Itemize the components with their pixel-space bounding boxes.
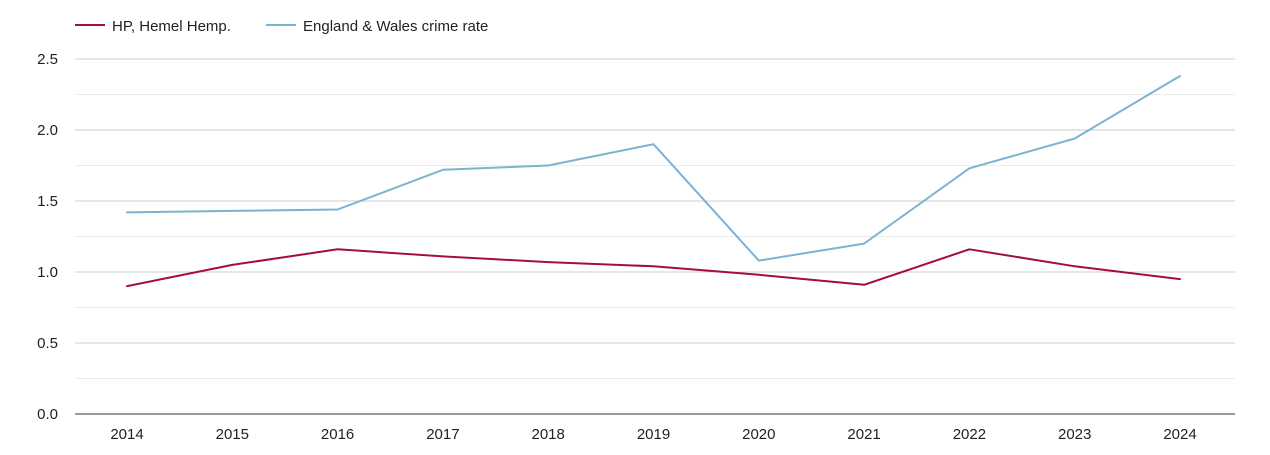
grid-lines [75,58,1235,379]
x-tick-label: 2018 [532,426,565,443]
x-tick-label: 2020 [742,426,775,443]
y-tick-label: 0.0 [37,406,58,423]
y-axis: 0.0 0.5 1.0 1.5 2.0 2.5 [37,51,58,423]
series-line-0 [126,248,1181,288]
x-tick-label: 2016 [321,426,354,443]
x-tick-label: 2023 [1058,426,1091,443]
x-tick-label: 2015 [216,426,249,443]
y-tick-label: 1.5 [37,193,58,210]
x-tick-label: 2014 [110,426,143,443]
x-tick-label: 2022 [953,426,986,443]
y-tick-label: 2.5 [37,51,58,68]
y-tick-label: 1.0 [37,264,58,281]
x-tick-label: 2019 [637,426,670,443]
y-tick-label: 2.0 [37,122,58,139]
legend: HP, Hemel Hemp. England & Wales crime rat… [75,18,488,35]
series-group [126,75,1181,288]
x-tick-label: 2024 [1163,426,1196,443]
series-line-1 [126,75,1181,262]
x-tick-label: 2021 [847,426,880,443]
legend-label: England & Wales crime rate [303,18,488,35]
y-tick-label: 0.5 [37,335,58,352]
legend-label: HP, Hemel Hemp. [112,18,231,35]
x-axis: 2014 2015 2016 2017 2018 2019 2020 2021 2022 2023… [75,413,1235,443]
x-tick-label: 2017 [426,426,459,443]
